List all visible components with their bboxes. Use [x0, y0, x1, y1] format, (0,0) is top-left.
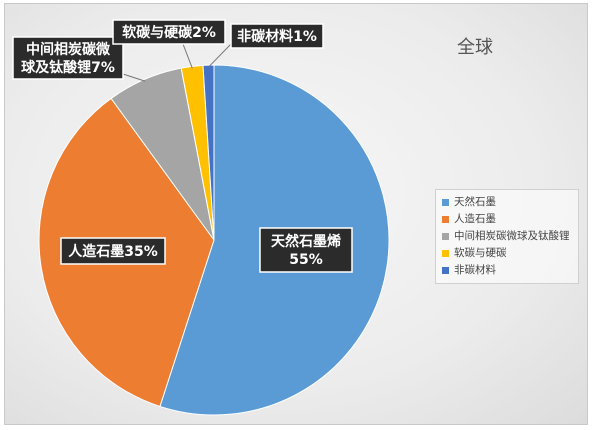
- chart-title: 全球: [457, 37, 493, 58]
- legend-swatch: [442, 216, 449, 223]
- legend-item-3: 中间相炭碳微球及钛酸锂: [442, 228, 572, 245]
- pie-slice-5: [202, 64, 215, 241]
- data-label-5: 非碳材料1%: [230, 23, 324, 49]
- legend-label: 中间相炭碳微球及钛酸锂: [454, 230, 570, 242]
- data-label-4: 软碳与硬碳2%: [112, 19, 226, 45]
- legend-swatch: [442, 199, 449, 206]
- legend-swatch: [442, 267, 449, 274]
- data-label-box: [230, 23, 324, 49]
- data-label-text: 球及钛酸锂7%: [21, 59, 115, 76]
- data-label-box: [60, 237, 166, 265]
- legend-label: 软碳与硬碳: [454, 247, 507, 259]
- data-label-text: 人造石墨35%: [68, 243, 158, 260]
- legend-label: 人造石墨: [454, 213, 496, 225]
- leader-line-5: [208, 43, 232, 68]
- chart-legend: 天然石墨人造石墨中间相炭碳微球及钛酸锂 软碳与硬碳非碳材料: [435, 189, 579, 284]
- data-label-box: [12, 36, 124, 80]
- data-label-box: [259, 227, 353, 273]
- leader-line-3: [122, 73, 146, 82]
- legend-item-1: 天然石墨: [442, 194, 572, 211]
- chart-frame: 全球 天然石墨烯 55% 人造石墨35% 中间相炭碳微 球及钛酸锂7% 软碳与硬碳2% 非碳…: [4, 3, 588, 425]
- legend-item-2: 人造石墨: [442, 211, 572, 228]
- legend-swatch: [442, 233, 449, 240]
- data-label-text: 55%: [289, 252, 323, 268]
- legend-swatch: [442, 250, 449, 257]
- leader-line-4: [182, 43, 193, 69]
- data-label-text: 非碳材料1%: [237, 28, 317, 45]
- legend-item-4: 软碳与硬碳: [442, 245, 572, 262]
- data-label-text: 天然石墨烯: [271, 233, 341, 250]
- legend-label: 天然石墨: [454, 196, 496, 208]
- data-label-2: 人造石墨35%: [60, 237, 166, 265]
- data-label-box: [112, 19, 226, 45]
- data-label-1: 天然石墨烯 55%: [259, 227, 353, 273]
- legend-label: 非碳材料: [454, 264, 496, 276]
- data-label-text: 中间相炭碳微: [26, 41, 111, 58]
- data-label-text: 软碳与硬碳2%: [122, 24, 216, 41]
- legend-item-5: 非碳材料: [442, 262, 572, 279]
